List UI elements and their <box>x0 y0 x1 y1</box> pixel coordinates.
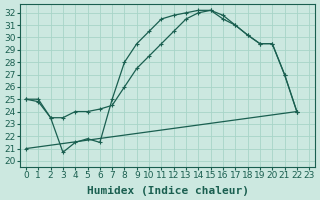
X-axis label: Humidex (Indice chaleur): Humidex (Indice chaleur) <box>87 186 249 196</box>
